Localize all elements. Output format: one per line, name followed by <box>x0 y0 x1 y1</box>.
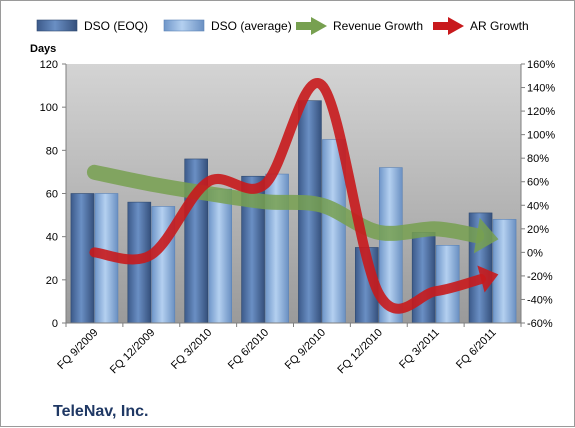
y-right-tick-label: 80% <box>527 153 549 165</box>
legend-label-ar-growth: AR Growth <box>470 19 529 33</box>
ar-growth-line <box>89 78 486 314</box>
bar-dso-eoq <box>411 232 436 324</box>
y-right-tick-label: 60% <box>527 177 549 189</box>
company-title: TeleNav, Inc. <box>53 403 148 420</box>
revenue-growth-line <box>86 164 485 244</box>
y-left-tick-label: 60 <box>46 189 58 201</box>
x-tick-label: FQ 9/2010 <box>283 327 328 372</box>
y-right-tick-label: 100% <box>527 130 555 142</box>
x-tick-label: FQ 9/2009 <box>55 327 100 372</box>
line-layer <box>86 78 499 314</box>
legend-label-dso-eoq: DSO (EOQ) <box>84 19 148 33</box>
legend-label-revenue-growth: Revenue Growth <box>333 19 423 33</box>
y-left-tick-label: 20 <box>46 275 58 287</box>
y-left-tick-label: 40 <box>46 232 58 244</box>
legend: DSO (EOQ) DSO (average) Revenue Growth A… <box>36 17 529 35</box>
x-tick-label: FQ 12/2009 <box>108 327 158 377</box>
y-right-tick-label: 160% <box>527 59 555 71</box>
x-tick-label: FQ 3/2010 <box>169 327 214 372</box>
x-tick-label: FQ 3/2011 <box>397 327 442 372</box>
y-right-tick-label: -60% <box>527 318 553 330</box>
y-left-tick-label: 80 <box>46 145 58 157</box>
bar-dso-average <box>492 219 517 324</box>
legend-swatch-dso-eoq <box>36 19 78 32</box>
y-left-tick-label: 100 <box>40 102 58 114</box>
revenue-growth-arrowhead <box>473 217 499 254</box>
y-right-tick-label: 120% <box>527 106 555 118</box>
x-tick-label: FQ 6/2011 <box>454 327 499 372</box>
legend-swatch-dso-average <box>163 19 205 32</box>
legend-swatch-revenue-growth <box>296 17 327 35</box>
y-right-tick-label: 20% <box>527 224 549 236</box>
y-right-tick-label: -40% <box>527 294 553 306</box>
y-right-tick-label: 40% <box>527 200 549 212</box>
bar-dso-average <box>208 188 232 324</box>
y-right-tick-label: 140% <box>527 83 555 95</box>
y-left-tick-label: 120 <box>40 59 58 71</box>
y-left-tick-label: 0 <box>52 318 58 330</box>
y-right-tick-label: 0% <box>527 247 543 259</box>
bar-dso-eoq <box>70 193 95 324</box>
legend-swatch-ar-growth <box>433 17 464 35</box>
ar-growth-arrowhead <box>477 265 499 293</box>
x-tick-label: FQ 6/2010 <box>226 327 271 372</box>
y-axis-title: Days <box>30 43 56 55</box>
y-right-tick-label: -20% <box>527 271 553 283</box>
x-tick-label: FQ 12/2010 <box>335 327 385 377</box>
legend-label-dso-average: DSO (average) <box>211 19 292 33</box>
